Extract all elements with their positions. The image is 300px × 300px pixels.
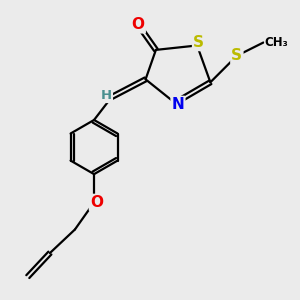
Text: O: O (90, 195, 103, 210)
Text: H: H (101, 89, 112, 102)
Text: N: N (172, 97, 184, 112)
Text: S: S (231, 48, 242, 63)
Text: S: S (193, 35, 204, 50)
Text: CH₃: CH₃ (265, 36, 289, 49)
Text: O: O (132, 17, 145, 32)
